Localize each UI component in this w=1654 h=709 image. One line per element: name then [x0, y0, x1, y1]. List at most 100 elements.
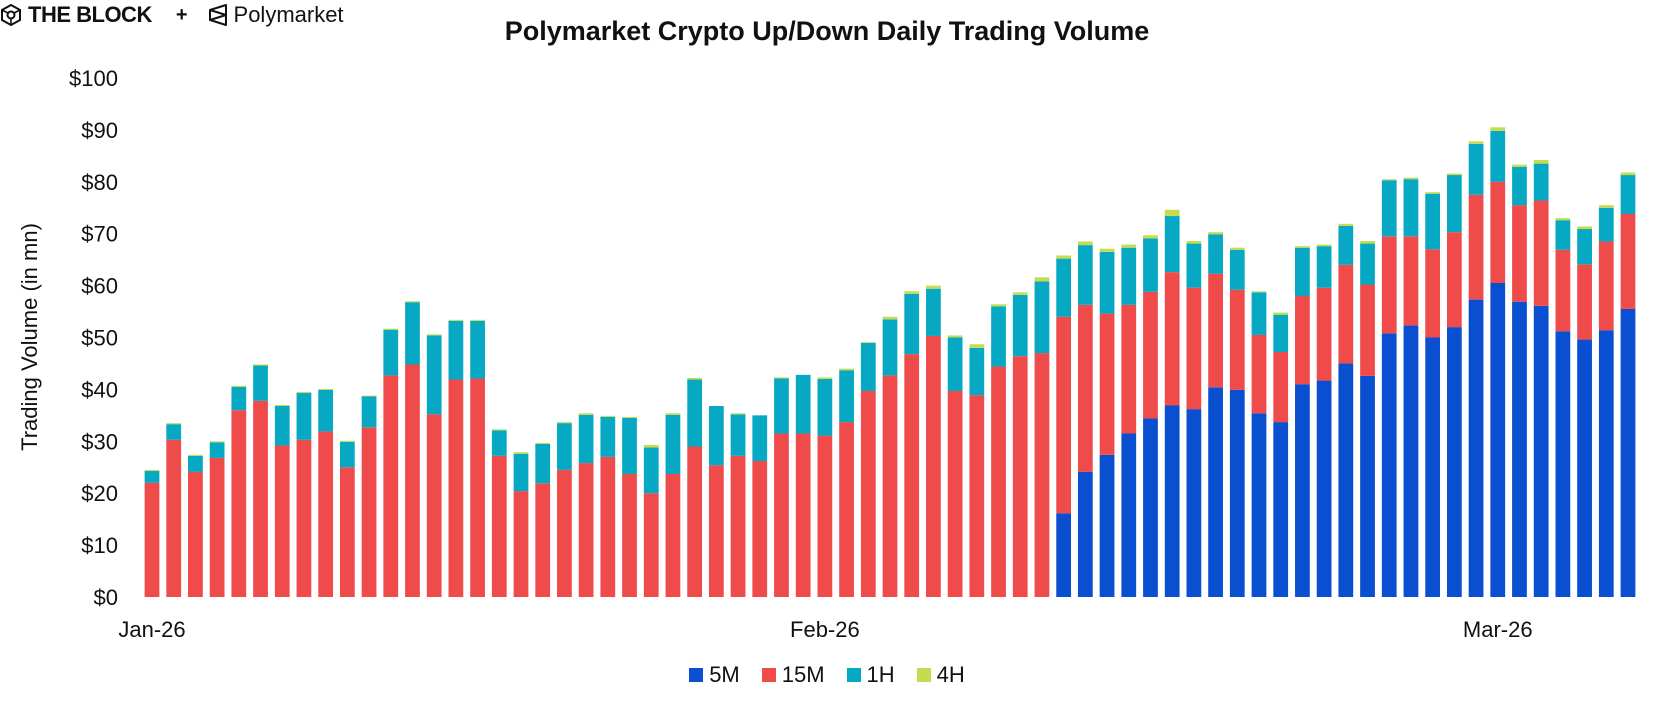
bar-segment-1h: [882, 319, 898, 376]
bar-segment-15m: [839, 422, 854, 597]
bar-segment-15m: [1468, 194, 1484, 300]
bar-segment-15m: [253, 400, 268, 597]
legend-item-1h: 1H: [846, 662, 895, 688]
bar-segment-4h: [1512, 164, 1527, 167]
bar-segment-15m: [1012, 356, 1028, 597]
bar-segment-15m: [665, 474, 681, 597]
bar-segment-5m: [1468, 299, 1484, 597]
bar-segment-4h: [1533, 160, 1549, 164]
bar-segment-4h: [1425, 192, 1441, 194]
bar-segment-1h: [1164, 216, 1180, 273]
bar-segment-1h: [426, 335, 442, 415]
bar-segment-1h: [1121, 247, 1137, 305]
bar-segment-1h: [1251, 292, 1267, 335]
bar-segment-1h: [643, 447, 659, 494]
bar-segment-15m: [1403, 236, 1419, 326]
bar-segment-15m: [643, 493, 659, 597]
bar-segment-4h: [1490, 127, 1506, 131]
x-tick-label: Feb-26: [790, 617, 860, 642]
bar-segment-15m: [1555, 249, 1571, 332]
bar-segment-5m: [1316, 380, 1332, 597]
bars-group: [144, 127, 1636, 597]
bar-segment-1h: [1316, 246, 1332, 288]
bar-segment-4h: [817, 377, 833, 380]
bar-segment-15m: [882, 375, 898, 597]
bar-segment-4h: [535, 442, 551, 444]
bar-segment-1h: [1577, 229, 1592, 265]
bar-segment-15m: [426, 414, 442, 597]
bar-segment-1h: [622, 417, 637, 474]
bar-segment-5m: [1121, 433, 1137, 597]
bar-segment-15m: [969, 395, 985, 597]
bar-segment-5m: [1143, 418, 1158, 597]
bar-segment-1h: [1533, 163, 1549, 201]
bar-segment-4h: [318, 388, 334, 390]
bar-segment-1h: [1034, 281, 1050, 354]
bar-segment-15m: [513, 491, 529, 597]
bar-segment-4h: [774, 377, 789, 379]
bar-segment-4h: [426, 334, 442, 336]
bar-segment-4h: [1403, 177, 1419, 180]
bar-segment-1h: [253, 365, 268, 401]
bar-segment-4h: [188, 454, 203, 456]
bar-segment-5m: [1164, 405, 1180, 597]
bar-segment-4h: [1273, 312, 1289, 315]
y-tick-label: $60: [81, 274, 118, 299]
bar-segment-15m: [274, 445, 290, 597]
bar-segment-4h: [1251, 291, 1267, 293]
bar-segment-4h: [643, 444, 659, 448]
bar-segment-15m: [231, 410, 247, 597]
bar-segment-1h: [947, 337, 963, 391]
bar-segment-4h: [383, 328, 399, 330]
bar-segment-15m: [1316, 287, 1332, 381]
bar-segment-4h: [622, 416, 637, 418]
bar-segment-15m: [1251, 334, 1267, 414]
bar-segment-15m: [817, 435, 833, 597]
bar-segment-4h: [513, 452, 529, 454]
bar-segment-15m: [470, 378, 485, 597]
bar-segment-4h: [1620, 172, 1636, 176]
bar-segment-1h: [1403, 179, 1419, 237]
bar-segment-1h: [296, 393, 312, 440]
bar-segment-15m: [795, 433, 811, 597]
y-axis: $0 $10 $20 $30 $40 $50 $60 $70 $80 $90 $100: [69, 66, 118, 610]
bar-segment-4h: [339, 440, 355, 442]
bar-segment-15m: [535, 483, 551, 597]
bar-segment-4h: [1360, 240, 1375, 244]
bar-segment-4h: [1077, 241, 1093, 246]
bar-segment-4h: [1056, 255, 1072, 259]
bar-segment-4h: [947, 335, 963, 338]
bar-segment-15m: [1034, 353, 1050, 597]
legend-label: 1H: [866, 662, 895, 687]
bar-segment-4h: [1012, 292, 1028, 295]
bar-segment-15m: [1360, 284, 1375, 376]
bar-segment-1h: [1338, 225, 1354, 265]
legend-label: 5M: [709, 662, 740, 687]
legend-swatch: [761, 668, 776, 682]
bar-segment-4h: [405, 301, 420, 303]
bar-segment-4h: [1468, 141, 1484, 144]
bar-segment-15m: [1186, 287, 1202, 410]
bar-segment-1h: [752, 415, 768, 462]
bar-segment-4h: [166, 423, 182, 425]
bar-segment-1h: [557, 423, 572, 470]
bar-segment-4h: [687, 377, 703, 380]
bar-segment-15m: [578, 463, 594, 597]
bar-segment-15m: [1512, 205, 1527, 302]
bar-segment-4h: [730, 413, 746, 415]
y-tick-label: $40: [81, 377, 118, 402]
y-tick-label: $20: [81, 481, 118, 506]
bar-segment-1h: [383, 329, 399, 376]
bar-segment-4h: [448, 319, 464, 321]
polymarket-logo-icon: [208, 3, 228, 27]
bar-segment-1h: [491, 430, 507, 456]
bar-segment-1h: [578, 414, 594, 464]
bar-segment-15m: [1577, 264, 1592, 340]
bar-segment-1h: [1425, 193, 1441, 250]
bar-segment-1h: [1468, 143, 1484, 195]
bar-segment-1h: [1295, 247, 1310, 296]
bar-segment-15m: [1121, 304, 1137, 434]
bar-segment-5m: [1273, 422, 1289, 597]
bar-segment-1h: [904, 293, 920, 355]
bar-segment-4h: [1034, 277, 1050, 282]
